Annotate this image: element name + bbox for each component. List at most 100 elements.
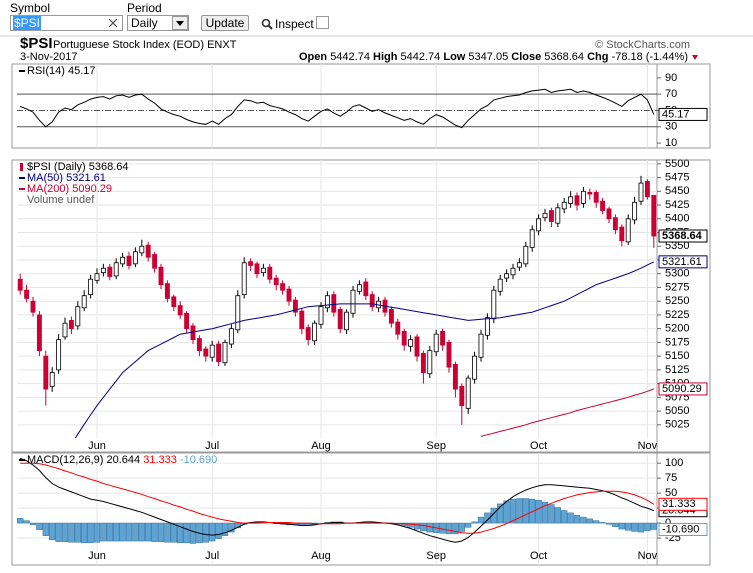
histogram-bar — [509, 498, 517, 524]
histogram-bar — [36, 522, 43, 530]
candle-body — [497, 278, 503, 292]
panel-frame — [11, 452, 711, 566]
histogram-bar — [522, 498, 529, 524]
y-tick-label: 90 — [665, 72, 677, 84]
label: Open — [299, 51, 327, 63]
histogram-bar — [189, 522, 197, 544]
inspect-checkbox[interactable] — [316, 16, 329, 29]
y-tick-label: 5225 — [665, 309, 689, 321]
value: 5442.74 — [330, 51, 370, 63]
legend-value: 31.333 — [143, 454, 177, 466]
histogram-bar — [548, 504, 555, 524]
candle-body — [145, 244, 151, 258]
candle-body — [216, 343, 222, 363]
period-select[interactable]: Daily — [127, 15, 189, 31]
histogram-bar — [209, 522, 216, 542]
legend-name: MA(200) — [27, 183, 69, 195]
candle-body — [574, 195, 580, 206]
candle-body — [254, 263, 260, 275]
candle-body — [228, 328, 234, 345]
symbol-input[interactable]: $PSI — [10, 15, 123, 31]
candle-body — [587, 192, 593, 195]
candle-body — [139, 245, 145, 254]
candle-body — [292, 299, 298, 313]
update-button[interactable]: Update — [201, 15, 249, 31]
candle-body — [427, 350, 433, 375]
series-line — [74, 261, 655, 438]
legend-title: MACD(12,26,9) 20.644 31.333 -10.690 — [27, 454, 217, 466]
candle-body — [632, 201, 638, 221]
candle-body — [184, 312, 190, 330]
candle-body — [235, 295, 241, 331]
candle-body — [593, 192, 599, 203]
histogram-bar — [471, 521, 478, 524]
candle-body — [305, 327, 311, 341]
candle-body — [612, 217, 618, 231]
series-line — [480, 388, 654, 437]
histogram-bar — [145, 522, 152, 542]
candle-body — [68, 320, 74, 330]
histogram-bar — [516, 498, 523, 524]
candle-body — [75, 306, 81, 327]
label: High — [373, 51, 398, 63]
histogram-bar — [100, 522, 107, 542]
legend-value: 45.17 — [68, 65, 96, 77]
value-box — [658, 522, 708, 536]
down-arrow — [692, 55, 698, 60]
histogram-bar — [541, 501, 549, 524]
legend-name: MACD(12,26,9) — [27, 454, 103, 466]
symbol-label: Symbol — [10, 1, 51, 15]
histogram-bar — [561, 510, 568, 524]
histogram-bar — [55, 522, 62, 542]
candle-body — [356, 284, 362, 292]
histogram-bar — [535, 500, 542, 524]
y-tick-label: 5200 — [665, 323, 689, 335]
candle-body — [100, 267, 106, 274]
value: 5368.64 — [544, 51, 584, 63]
value-box-label: 5368.64 — [662, 230, 703, 242]
histogram-bar — [17, 518, 24, 524]
histogram-bar — [445, 522, 453, 535]
exchange: ENXT — [207, 39, 237, 51]
candle-body — [433, 333, 439, 353]
histogram-bar — [215, 522, 222, 539]
histogram-bar — [465, 522, 472, 528]
x-tick-label: Aug — [311, 550, 331, 562]
candle-body — [280, 283, 286, 291]
candle-body — [203, 348, 209, 357]
candle-body — [17, 278, 23, 291]
candle-body — [30, 300, 36, 313]
candle-body — [331, 294, 337, 313]
candle-body — [260, 267, 266, 274]
candle-body — [248, 261, 254, 266]
candle-body — [190, 325, 196, 341]
clear-icon[interactable] — [109, 19, 117, 27]
header-symbol: $PSI — [20, 35, 53, 52]
candle-body — [619, 226, 625, 242]
header-date: 3-Nov-2017 — [20, 51, 77, 63]
legend-title: RSI(14) 45.17 — [27, 65, 96, 77]
candle-body — [548, 210, 554, 222]
magnifier-icon — [261, 18, 273, 30]
histogram-bar — [132, 522, 139, 542]
y-tick-label: 5300 — [665, 268, 689, 280]
candle-body — [36, 314, 42, 352]
candle-body — [164, 283, 170, 299]
candle-body — [299, 310, 305, 330]
y-tick-label: 70 — [665, 88, 677, 100]
candle-body — [312, 322, 318, 342]
histogram-bar — [650, 522, 657, 530]
candle-body — [120, 256, 126, 265]
y-tick-label: 5175 — [665, 336, 689, 348]
legend-value: -10.690 — [180, 454, 217, 466]
legend-entry: MA(50) 5321.61 — [27, 172, 106, 184]
legend-entry: MA(200) 5090.29 — [27, 183, 112, 195]
histogram-bar — [151, 522, 158, 542]
candle-body — [606, 208, 612, 220]
candle-body — [132, 251, 138, 265]
candle-body — [152, 254, 158, 269]
y-tick-label: 75 — [665, 472, 677, 484]
y-tick-label: 5125 — [665, 364, 689, 376]
period-text: Daily — [131, 16, 158, 30]
histogram-bar — [42, 522, 49, 536]
